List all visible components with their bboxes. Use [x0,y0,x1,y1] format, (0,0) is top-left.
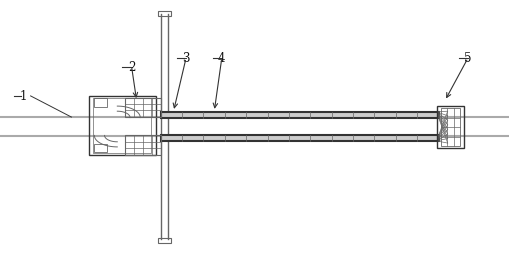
Bar [440,109,459,147]
Text: 3: 3 [182,52,189,65]
Bar [94,99,107,107]
Bar [94,144,107,152]
Text: 4: 4 [218,52,225,65]
Bar [93,99,151,153]
Bar [158,238,171,243]
Text: 2: 2 [128,61,135,74]
Bar [125,98,160,117]
Bar [160,112,438,118]
Bar [436,107,463,149]
Text: 1: 1 [19,90,26,103]
Bar [89,97,155,155]
Bar [160,136,438,142]
Bar [125,136,160,155]
Bar [158,12,171,17]
Text: 5: 5 [464,52,471,65]
